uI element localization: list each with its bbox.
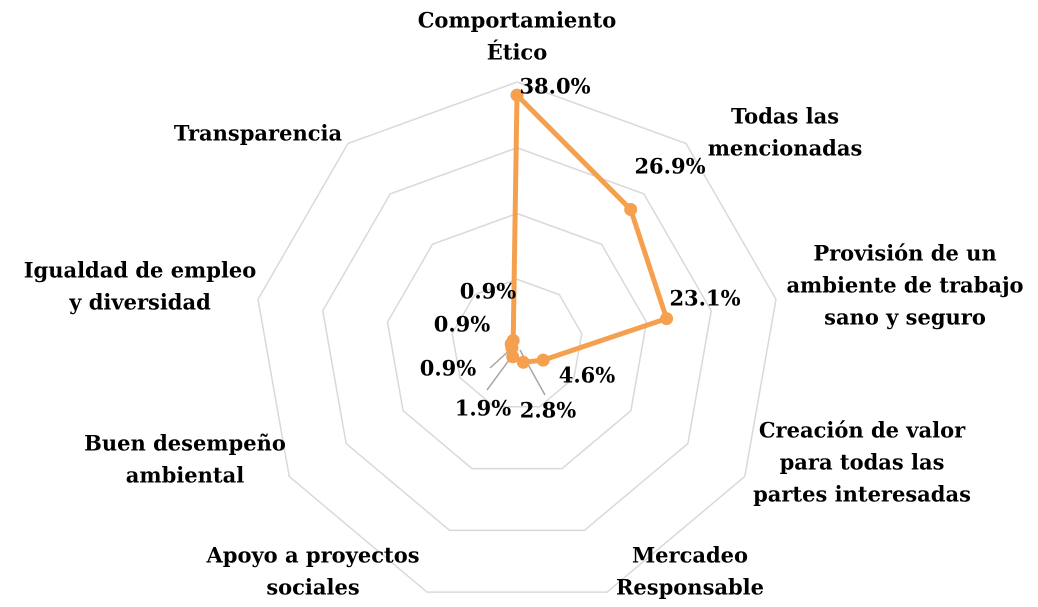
category-label: mencionadas [708, 136, 863, 161]
category-label: sociales [266, 575, 359, 600]
value-label: 38.0% [519, 74, 590, 99]
category-label: Responsable [616, 575, 764, 600]
category-label: ambiental [126, 463, 244, 488]
value-label: 0.9% [434, 312, 491, 337]
value-label: 26.9% [634, 154, 705, 179]
category-label: Creación de valor [759, 418, 966, 443]
data-point [510, 88, 524, 102]
category-label: para todas las [780, 450, 945, 475]
grid-ring [321, 146, 713, 532]
category-label: partes interesadas [753, 482, 971, 507]
category-label: Comportamiento [418, 8, 617, 33]
value-label: 4.6% [559, 363, 616, 388]
category-label: Mercadeo [632, 543, 748, 568]
value-label: 23.1% [669, 286, 740, 311]
data-point [660, 312, 674, 326]
category-label: Apoyo a proyectos [205, 543, 419, 568]
value-label: 1.9% [455, 396, 512, 421]
data-point [506, 333, 520, 347]
data-point [516, 355, 530, 369]
category-label: ambiente de trabajo [786, 273, 1023, 298]
category-label: sano y seguro [824, 305, 986, 330]
category-label: Todas las [731, 104, 839, 129]
data-point [624, 203, 638, 217]
value-label: 0.9% [460, 279, 517, 304]
category-label: Provisión de un [813, 241, 996, 266]
radar-line [508, 92, 670, 365]
category-label: Ético [487, 40, 547, 65]
data-point [536, 353, 550, 367]
grid-ring [257, 81, 777, 593]
category-label: Buen desempeño [84, 431, 286, 456]
category-label: y diversidad [68, 290, 211, 315]
grid-ring [451, 278, 583, 408]
category-label: Igualdad de empleo [24, 258, 257, 283]
grid-ring [386, 212, 648, 470]
category-label: Transparencia [174, 121, 343, 146]
value-label: 2.8% [520, 398, 577, 423]
value-label: 0.9% [420, 356, 477, 381]
